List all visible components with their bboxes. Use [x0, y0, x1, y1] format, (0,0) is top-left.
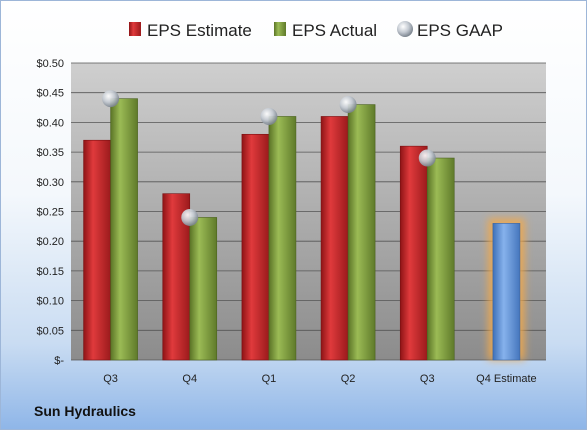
y-tick-label: $0.25 — [36, 207, 64, 219]
y-tick-label: $0.10 — [36, 296, 64, 308]
x-axis-ticks: Q3 Q4 Q1 Q2 Q3 Q4 Estimate — [103, 373, 536, 385]
gridlines — [71, 62, 546, 361]
legend-swatch-gaap — [397, 21, 413, 37]
bar-eps-actual — [426, 157, 455, 361]
point-eps-gaap — [102, 90, 120, 108]
legend-swatch-actual — [274, 22, 286, 36]
bar-eps-estimate — [399, 145, 428, 361]
y-tick-label: $0.30 — [36, 177, 64, 189]
y-tick-label: $0.40 — [36, 117, 64, 129]
x-tick-label: Q3 — [103, 373, 118, 385]
point-eps-gaap — [418, 149, 436, 167]
y-tick-label: $0.35 — [36, 147, 64, 159]
y-tick-label: $- — [54, 355, 64, 367]
y-tick-label: $0.15 — [36, 266, 64, 278]
y-tick-label: $0.45 — [36, 88, 64, 100]
company-name: Sun Hydraulics — [34, 403, 136, 419]
bar-eps-estimate — [320, 116, 349, 361]
legend-item-actual: EPS Actual — [274, 21, 377, 40]
x-tick-label: Q1 — [262, 373, 277, 385]
legend-label-estimate: EPS Estimate — [147, 21, 252, 40]
legend-item-estimate: EPS Estimate — [129, 21, 252, 40]
bar-eps-actual — [110, 98, 138, 361]
x-tick-label: Q4 — [182, 373, 197, 385]
x-tick-label: Q2 — [341, 373, 356, 385]
point-eps-gaap — [339, 96, 357, 114]
bar-eps-actual — [268, 116, 297, 361]
legend-item-gaap: EPS GAAP — [397, 21, 503, 40]
bar-eps-forecast — [492, 223, 521, 361]
legend-label-actual: EPS Actual — [292, 21, 377, 40]
y-axis-ticks: $- $0.05 $0.10 $0.15 $0.20 $0.25 $0.30 $0.35 $0.… — [36, 58, 64, 367]
y-tick-label: $0.20 — [36, 236, 64, 248]
legend-swatch-estimate — [129, 22, 141, 36]
x-tick-label: Q3 — [420, 373, 435, 385]
bar-eps-actual — [347, 104, 376, 361]
bar-eps-estimate — [83, 139, 111, 361]
bar-eps-actual — [189, 217, 218, 361]
point-eps-gaap — [260, 107, 278, 125]
legend: EPS Estimate EPS Actual EPS GAAP — [129, 21, 503, 40]
bars — [83, 90, 525, 361]
y-tick-label: $0.05 — [36, 325, 64, 337]
x-tick-label: Q4 Estimate — [476, 373, 537, 385]
bar-eps-estimate — [241, 133, 270, 361]
y-tick-label: $0.50 — [36, 58, 64, 70]
point-eps-gaap — [181, 208, 199, 226]
legend-label-gaap: EPS GAAP — [417, 21, 503, 40]
